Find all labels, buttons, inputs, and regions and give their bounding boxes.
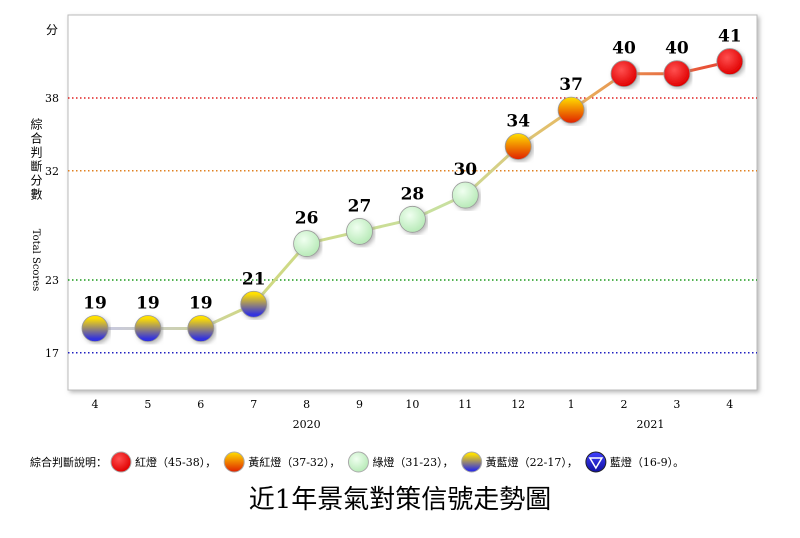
signal-point — [187, 315, 215, 342]
data-label: 28 — [401, 184, 425, 204]
x-tick-label: 10 — [405, 398, 419, 411]
x-group-label: 2020 — [293, 418, 321, 431]
data-label: 19 — [189, 294, 213, 314]
legend-label: 黃紅燈（37-32）， — [248, 455, 340, 469]
y-label-en: Total Scores — [30, 229, 41, 292]
legend-label: 藍燈（16-9）。 — [610, 455, 684, 469]
data-label: 37 — [559, 75, 583, 95]
legend-icon — [461, 451, 483, 473]
x-tick-label: 12 — [511, 398, 525, 411]
signal-point — [451, 181, 479, 209]
signal-point — [610, 60, 638, 88]
data-label: 30 — [453, 160, 477, 180]
x-tick-label: 8 — [303, 398, 310, 411]
y-tick-label: 38 — [45, 92, 59, 105]
y-tick-label: 17 — [45, 347, 59, 360]
chart-title: 近1年景氣對策信號走勢圖 — [249, 485, 552, 515]
signal-point — [134, 315, 162, 342]
legend-icon — [347, 451, 369, 473]
x-tick-label: 4 — [92, 398, 99, 411]
signal-point — [504, 133, 532, 160]
signal-point — [81, 315, 109, 342]
data-label: 40 — [665, 39, 689, 59]
signal-point — [346, 218, 373, 245]
signal-point — [293, 230, 321, 257]
data-label: 40 — [612, 39, 636, 59]
data-label: 21 — [242, 269, 266, 289]
signal-point — [398, 205, 426, 233]
x-tick-label: 1 — [568, 398, 575, 411]
y-tick-label: 32 — [45, 165, 59, 178]
legend-icon — [585, 451, 607, 473]
x-tick-label: 5 — [144, 398, 151, 411]
x-tick-label: 7 — [250, 398, 257, 411]
x-tick-label: 4 — [726, 398, 733, 411]
y-tick-label: 23 — [45, 274, 59, 287]
legend-label: 黃藍燈（22-17）， — [486, 455, 578, 469]
data-label: 41 — [718, 27, 742, 47]
x-tick-label: 2 — [621, 398, 628, 411]
y-label: 綜合判斷分數 — [29, 118, 43, 202]
legend-label: 紅燈（45-38）， — [135, 455, 216, 469]
data-label: 19 — [136, 294, 160, 314]
x-tick-label: 9 — [356, 398, 363, 411]
data-label: 19 — [83, 294, 107, 314]
x-tick-label: 3 — [673, 398, 680, 411]
x-tick-label: 6 — [197, 398, 204, 411]
signal-point — [663, 60, 691, 88]
signal-point — [557, 96, 585, 124]
x-tick-label: 11 — [458, 398, 472, 411]
data-label: 26 — [295, 209, 319, 229]
legend-icon-arrow — [588, 457, 604, 470]
data-label: 27 — [348, 196, 372, 216]
legend-title: 綜合判斷說明： — [30, 455, 107, 469]
signal-point — [716, 48, 744, 75]
x-group-label: 2021 — [636, 418, 664, 431]
legend-icon — [110, 451, 132, 473]
data-label: 34 — [506, 112, 530, 132]
signal-point — [240, 290, 268, 318]
y-unit: 分 — [46, 23, 58, 37]
legend-label: 綠燈（31-23）， — [372, 455, 453, 469]
legend-icon — [223, 451, 245, 473]
